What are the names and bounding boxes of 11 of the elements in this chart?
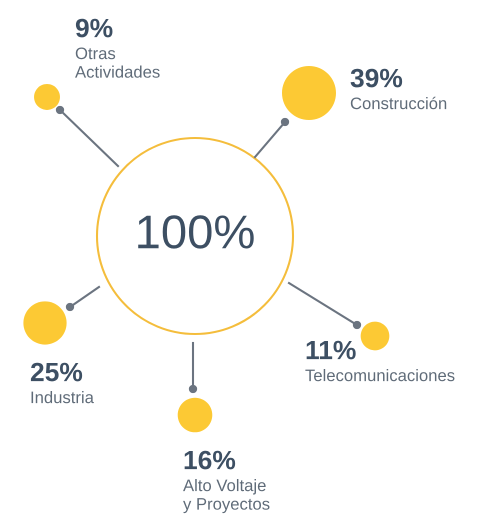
data-label: 11% [306, 340, 356, 360]
data-label: 25% [30, 362, 82, 382]
category-label: Industria [32, 391, 94, 404]
data-label: 16% [184, 450, 236, 470]
category-label: Telecomunicaciones [305, 369, 454, 382]
data-label: 9% [76, 18, 112, 38]
category-label: Otras Actividades [75, 47, 160, 78]
data-label: 39% [350, 68, 402, 88]
category-label: Alto Voltaje y Proyectos [183, 479, 270, 514]
text: 100% [138, 215, 254, 249]
category-label: Construcción [350, 96, 446, 110]
